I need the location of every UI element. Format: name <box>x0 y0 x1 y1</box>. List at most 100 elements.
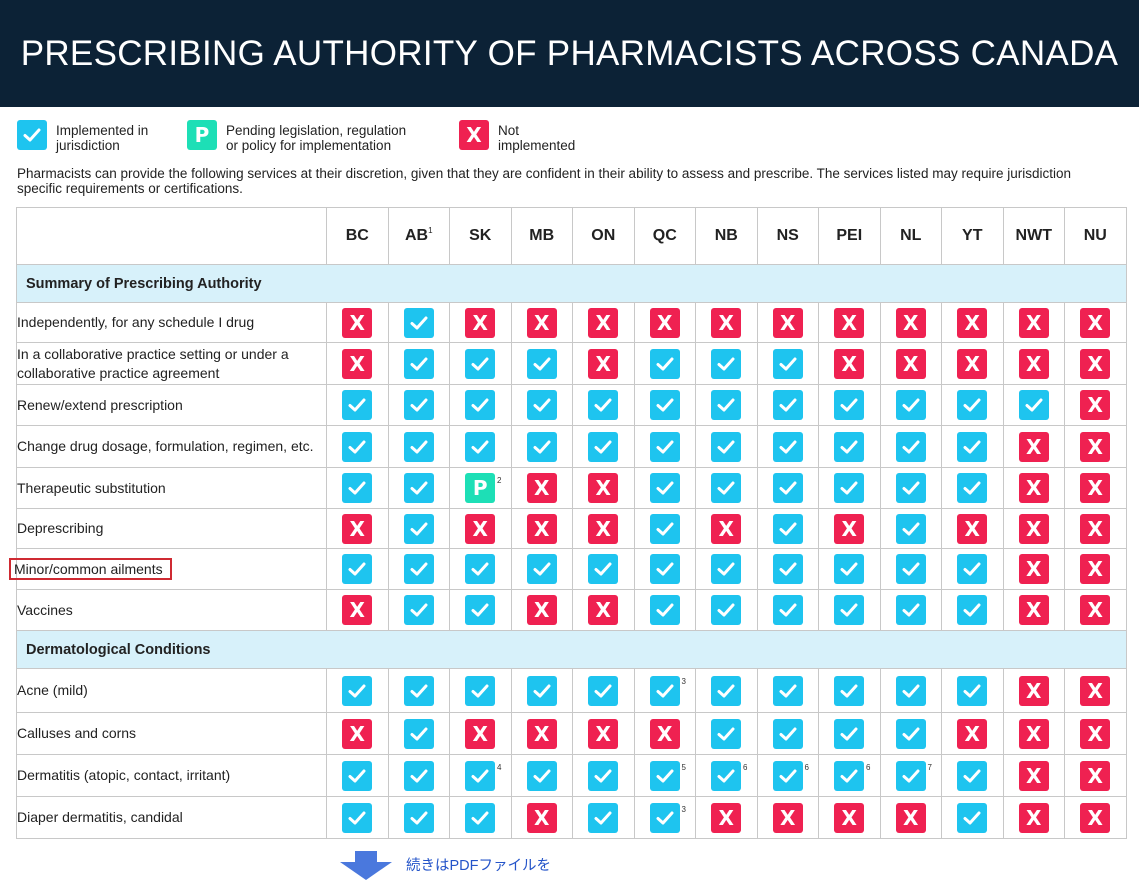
x-letter-icon: X <box>711 307 742 338</box>
row-label: Therapeutic substitution <box>17 479 166 496</box>
status-cell: X <box>326 589 389 631</box>
x-letter-icon: X <box>459 120 489 150</box>
table-row: Deprescribing X X X X X X X X X <box>16 508 1127 549</box>
column-label: AB <box>404 227 429 244</box>
check-icon <box>342 760 373 791</box>
status-cell: X <box>818 796 881 839</box>
status-cell <box>756 548 819 590</box>
check-icon <box>711 390 742 420</box>
status-cell <box>695 548 758 590</box>
table-row: In a collaborative practice setting or u… <box>16 342 1127 385</box>
status-cell: X <box>510 712 573 755</box>
row-label-cell: Calluses and corns <box>16 712 327 755</box>
check-icon <box>588 675 619 706</box>
status-cell <box>941 467 1004 509</box>
table-row: Independently, for any schedule I drug X X… <box>16 302 1127 343</box>
column-header-ns: NS <box>756 207 819 265</box>
check-icon <box>403 431 434 462</box>
status-cell: X <box>756 796 819 839</box>
x-letter-icon: X <box>1018 554 1049 584</box>
check-icon <box>895 513 926 544</box>
status-cell: X <box>756 302 819 343</box>
row-label: In a collaborative practice setting or u… <box>17 345 289 381</box>
status-cell <box>879 467 942 509</box>
check-icon <box>526 760 557 791</box>
row-label: Change drug dosage, formulation, regimen… <box>17 438 314 454</box>
status-cell <box>326 467 389 509</box>
table-row: Change drug dosage, formulation, regimen… <box>16 425 1127 468</box>
check-icon <box>465 595 496 625</box>
column-header-nu: NU <box>1064 207 1127 265</box>
x-letter-icon: X <box>1018 760 1049 791</box>
check-icon <box>834 554 865 584</box>
status-cell: X <box>695 508 758 549</box>
section-header-row: Summary of Prescribing Authority <box>16 264 1127 303</box>
down-arrow-icon <box>340 851 392 880</box>
row-label-cell: Acne (mild) <box>16 668 327 713</box>
footnote-marker: 4 <box>497 763 502 772</box>
row-label-cell: Therapeutic substitution <box>16 467 327 509</box>
x-letter-icon: X <box>1080 473 1111 503</box>
check-icon <box>711 431 742 462</box>
check-icon <box>526 431 557 462</box>
status-cell: X <box>1064 467 1127 509</box>
status-cell: X <box>326 342 389 385</box>
x-letter-icon: X <box>465 513 496 544</box>
column-header-ab: AB1 <box>387 207 450 265</box>
column-header-nl: NL <box>879 207 942 265</box>
column-label: YT <box>962 227 983 244</box>
status-cell: X <box>1002 754 1065 797</box>
check-icon <box>526 675 557 706</box>
check-icon <box>649 513 680 544</box>
status-cell <box>941 589 1004 631</box>
x-letter-icon: X <box>342 513 373 544</box>
check-icon <box>957 802 988 833</box>
status-cell <box>326 754 389 797</box>
column-label: SK <box>469 227 492 244</box>
status-cell: X <box>1002 712 1065 755</box>
status-cell: X <box>1064 796 1127 839</box>
status-cell <box>449 668 512 713</box>
footnote-marker: 2 <box>497 476 502 485</box>
status-cell: X <box>572 508 635 549</box>
check-icon <box>649 675 680 706</box>
x-letter-icon: X <box>895 348 926 379</box>
more-link-text[interactable]: 続きはPDFファイルを <box>406 858 551 874</box>
row-label-cell: Independently, for any schedule I drug <box>16 302 327 343</box>
column-footnote: 1 <box>428 226 433 235</box>
check-icon <box>403 307 434 338</box>
status-cell <box>387 668 450 713</box>
check-icon <box>895 595 926 625</box>
x-letter-icon: X <box>1080 513 1111 544</box>
x-letter-icon: X <box>1018 718 1049 749</box>
column-label: BC <box>345 227 369 244</box>
status-cell: X <box>633 302 696 343</box>
column-header-sk: SK <box>449 207 512 265</box>
table-row: Renew/extend prescription X <box>16 384 1127 426</box>
table-row: Therapeutic substitution P 2 X X X X <box>16 467 1127 509</box>
check-icon <box>957 473 988 503</box>
x-letter-icon: X <box>895 307 926 338</box>
x-letter-icon: X <box>526 718 557 749</box>
x-letter-icon: X <box>834 513 865 544</box>
more-link[interactable]: 続きはPDFファイルを <box>338 851 551 881</box>
status-cell <box>756 668 819 713</box>
x-letter-icon: X <box>465 718 496 749</box>
status-cell <box>633 508 696 549</box>
status-cell <box>695 589 758 631</box>
check-icon <box>649 595 680 625</box>
x-letter-icon: X <box>588 348 619 379</box>
check-icon <box>403 348 434 379</box>
check-icon <box>588 431 619 462</box>
x-letter-icon: X <box>895 802 926 833</box>
column-label: PEI <box>836 227 863 244</box>
page-title: PRESCRIBING AUTHORITY OF PHARMACISTS ACR… <box>20 33 1119 73</box>
intro-text: Pharmacists can provide the following se… <box>17 166 1072 196</box>
status-cell <box>818 384 881 426</box>
x-letter-icon: X <box>1080 802 1111 833</box>
column-label: NL <box>900 227 922 244</box>
status-cell: X <box>326 302 389 343</box>
check-icon <box>465 554 496 584</box>
x-letter-icon: X <box>834 348 865 379</box>
status-cell: X <box>510 302 573 343</box>
